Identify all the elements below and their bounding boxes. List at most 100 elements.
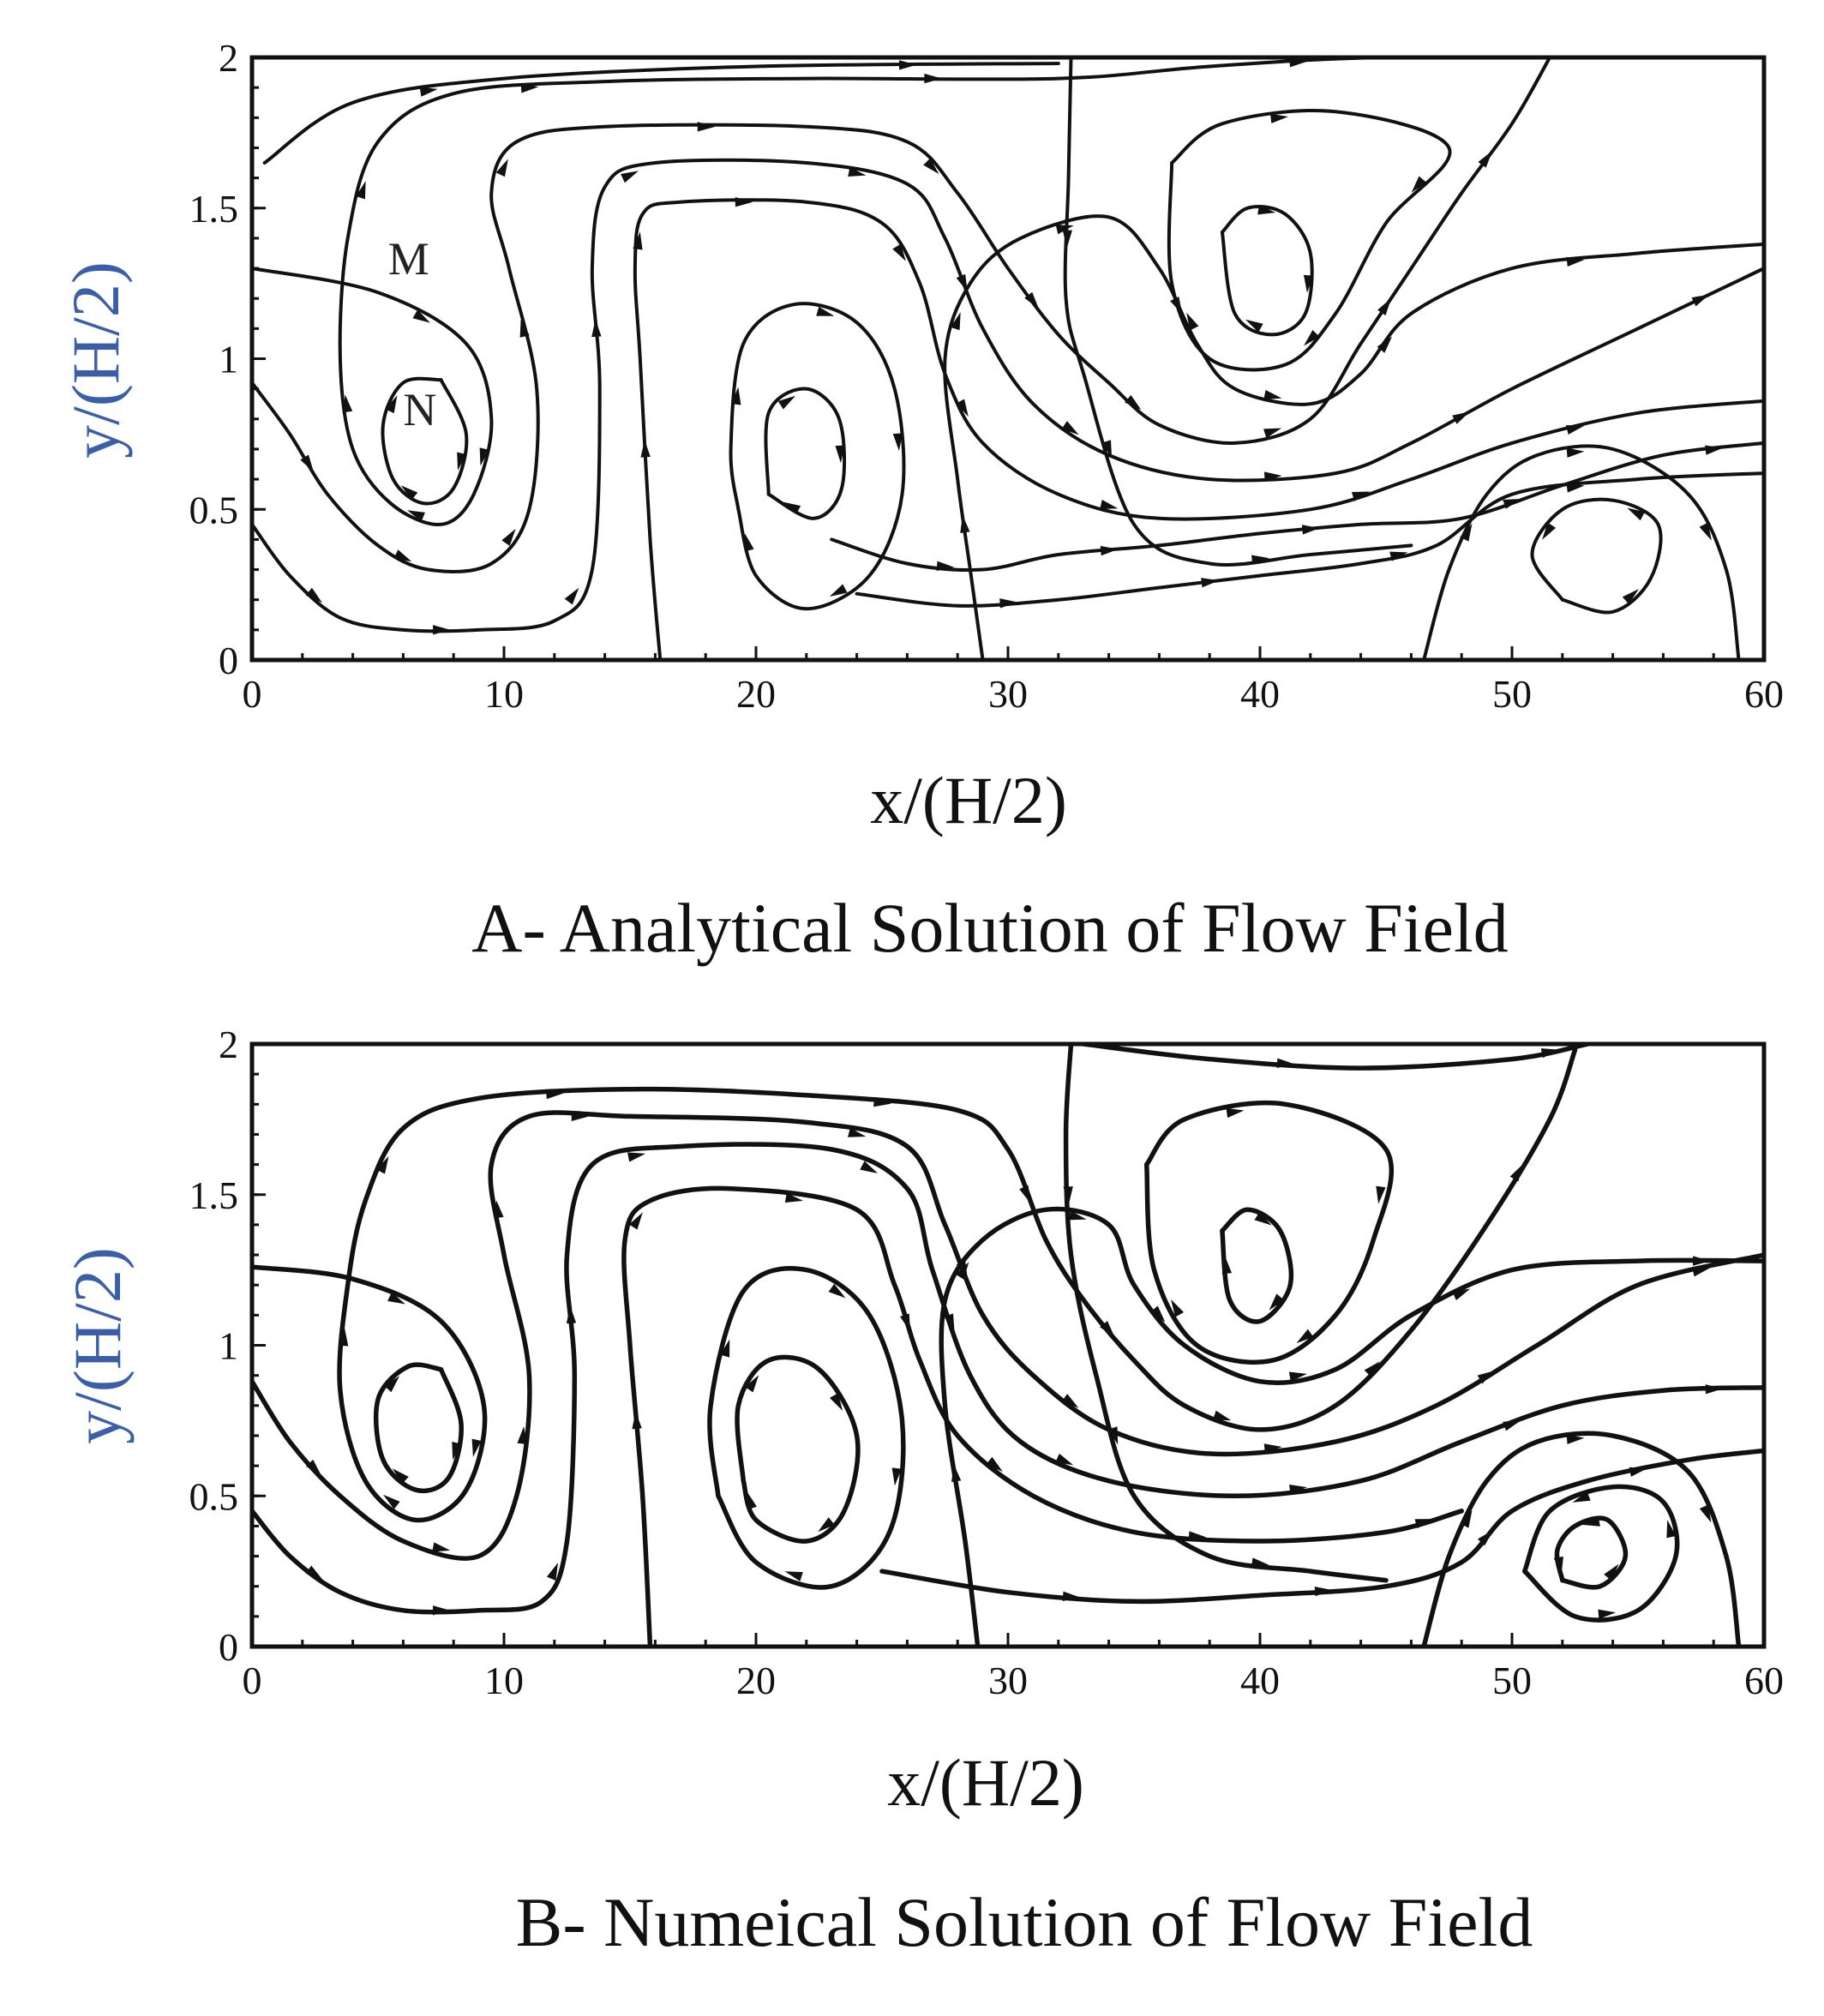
streamline-a-0 xyxy=(381,376,469,506)
flow-arrow-b-13-3 xyxy=(1666,1520,1677,1539)
flow-arrow-b-2-15 xyxy=(1061,1394,1079,1408)
y-tick-label-a-1: 0.5 xyxy=(189,488,239,531)
flow-arrow-a-5-3 xyxy=(816,306,835,316)
y-tick-label-b-3: 1.5 xyxy=(189,1173,239,1217)
flow-arrow-a-4-15 xyxy=(1566,425,1585,435)
y-ticks-b: 0 0.5 1 1.5 2 xyxy=(189,1023,266,1669)
flow-arrow-a-9-5 xyxy=(1389,551,1408,561)
streamline-b-15 xyxy=(1081,1044,1590,1071)
flow-arrow-b-2-19 xyxy=(1477,1371,1496,1384)
y-tick-label-a-0: 0 xyxy=(219,639,238,682)
flow-arrow-b-0-5 xyxy=(384,1376,400,1393)
y-axis-label-a: y/(H/2) xyxy=(58,261,133,459)
x-axis-label-b: x/(H/2) xyxy=(887,1745,1084,1820)
streamline-a-4 xyxy=(633,198,1764,660)
panel-b: 0 10 20 30 40 50 60 00.511.52 x/(H/2) y/(H/2) … xyxy=(60,1023,1784,1961)
flow-arrow-a-3-5 xyxy=(564,587,579,605)
flow-arrow-a-4-9 xyxy=(956,399,969,417)
flow-arrow-a-2-11 xyxy=(697,122,716,132)
flow-arrow-a-0-1 xyxy=(457,452,467,471)
flow-arrow-a-7-3 xyxy=(835,445,845,464)
flow-arrow-a-5-5 xyxy=(892,433,903,452)
flow-arrow-b-4-5 xyxy=(784,1192,803,1203)
flow-arrow-b-4-11 xyxy=(1188,1531,1207,1541)
flow-arrow-a-2-13 xyxy=(923,158,939,175)
flow-arrow-a-15-1 xyxy=(419,87,438,97)
streamline-a-1 xyxy=(252,57,1690,526)
flow-arrow-b-9-3 xyxy=(1107,1426,1119,1445)
flow-arrow-a-2-23 xyxy=(1478,150,1493,168)
flow-arrow-a-2-7 xyxy=(519,319,530,338)
streamline-a-12 xyxy=(1167,109,1452,372)
flow-arrow-a-11-1 xyxy=(1257,205,1276,215)
flow-arrow-a-4-13 xyxy=(1351,491,1371,501)
flow-arrow-b-6-5 xyxy=(1068,1210,1087,1221)
x-tick-label-b-0: 0 xyxy=(243,1659,262,1702)
flow-arrow-a-3-13 xyxy=(956,273,968,292)
flow-arrow-b-7-7 xyxy=(747,1491,757,1510)
flow-arrow-a-1-1 xyxy=(412,309,430,323)
flow-arrow-b-8-3 xyxy=(1314,1586,1333,1597)
flow-arrow-a-4-11 xyxy=(1100,500,1119,510)
streamline-b-14 xyxy=(1421,1431,1742,1647)
flow-arrow-b-1-3 xyxy=(471,1438,482,1457)
streamline-a-2 xyxy=(252,57,1552,573)
flow-arrow-a-5-9 xyxy=(744,533,754,552)
flow-arrow-b-12-3 xyxy=(1581,1516,1600,1527)
streamline-a-7 xyxy=(764,387,847,520)
flow-arrow-a-8-9 xyxy=(1705,445,1724,455)
streamline-b-12 xyxy=(1554,1515,1629,1590)
flow-arrow-a-2-9 xyxy=(495,159,508,177)
flow-arrow-a-12-5 xyxy=(1304,329,1320,346)
flow-arrow-b-2-9 xyxy=(571,1111,590,1122)
x-axis-label-a: x/(H/2) xyxy=(870,763,1067,837)
caption-b: B- Numeical Solution of Flow Field xyxy=(516,1883,1533,1961)
streamline-b-6 xyxy=(939,1206,1764,1647)
flow-arrow-a-9-1 xyxy=(999,598,1017,609)
flow-arrow-b-3-9 xyxy=(627,1152,646,1162)
flow-arrow-b-9-5 xyxy=(1251,1557,1269,1568)
flow-arrow-b-14-5 xyxy=(1699,1504,1712,1523)
flow-arrow-b-2-1 xyxy=(305,1459,321,1476)
flow-arrow-a-12-7 xyxy=(1186,312,1199,331)
flow-arrow-b-4-3 xyxy=(628,1212,643,1230)
flow-arrow-a-2-21 xyxy=(1377,297,1392,315)
flow-arrow-a-9-3 xyxy=(1201,578,1220,588)
streamline-b-13 xyxy=(1521,1484,1680,1623)
flow-arrow-b-1-19 xyxy=(1213,1410,1232,1421)
flow-arrow-a-2-3 xyxy=(393,549,412,562)
flow-arrow-b-2-7 xyxy=(494,1200,504,1219)
flow-arrow-b-3-19 xyxy=(1503,1420,1521,1431)
flow-arrow-b-7-3 xyxy=(829,1393,843,1411)
flow-arrow-a-6-11 xyxy=(1377,336,1393,353)
flow-arrow-b-11-1 xyxy=(1226,1107,1245,1119)
flow-arrow-b-1-15 xyxy=(1019,1185,1031,1203)
flow-arrow-b-9-1 xyxy=(1063,1186,1073,1204)
flow-arrow-b-6-7 xyxy=(1150,1305,1166,1323)
x-ticks-a: 0 10 20 30 40 50 60 xyxy=(243,646,1784,716)
flow-arrow-a-4-7 xyxy=(892,243,906,261)
y-tick-label-a-2: 1 xyxy=(219,338,238,381)
streamline-b-3 xyxy=(252,1142,1764,1615)
x-tick-label-a-3: 30 xyxy=(988,672,1028,716)
flow-arrow-a-0-3 xyxy=(400,485,418,501)
flow-arrow-a-3-15 xyxy=(1061,421,1079,435)
flow-arrow-a-14-5 xyxy=(1699,522,1712,541)
flow-arrow-a-2-1 xyxy=(300,454,314,472)
x-tick-label-b-5: 50 xyxy=(1492,1659,1532,1702)
flow-arrow-a-10-1 xyxy=(1062,230,1072,248)
streamlines-a xyxy=(252,57,1764,660)
flow-arrow-a-2-19 xyxy=(1263,428,1282,439)
flow-arrow-a-6-1 xyxy=(960,514,970,533)
x-tick-label-b-3: 30 xyxy=(988,1659,1028,1702)
flow-arrow-a-2-17 xyxy=(1125,394,1142,411)
flow-arrow-b-10-3 xyxy=(1269,1293,1285,1311)
flow-arrow-a-3-19 xyxy=(1452,411,1470,424)
streamline-a-9 xyxy=(855,471,1764,608)
streamline-b-2 xyxy=(252,1110,1764,1561)
flow-arrow-b-8-5 xyxy=(1477,1529,1494,1546)
flow-arrow-a-1-7 xyxy=(342,394,353,413)
flow-arrow-a-10-3 xyxy=(1101,440,1113,459)
streamline-a-8 xyxy=(830,441,1764,573)
streamline-b-4 xyxy=(621,1185,1464,1647)
